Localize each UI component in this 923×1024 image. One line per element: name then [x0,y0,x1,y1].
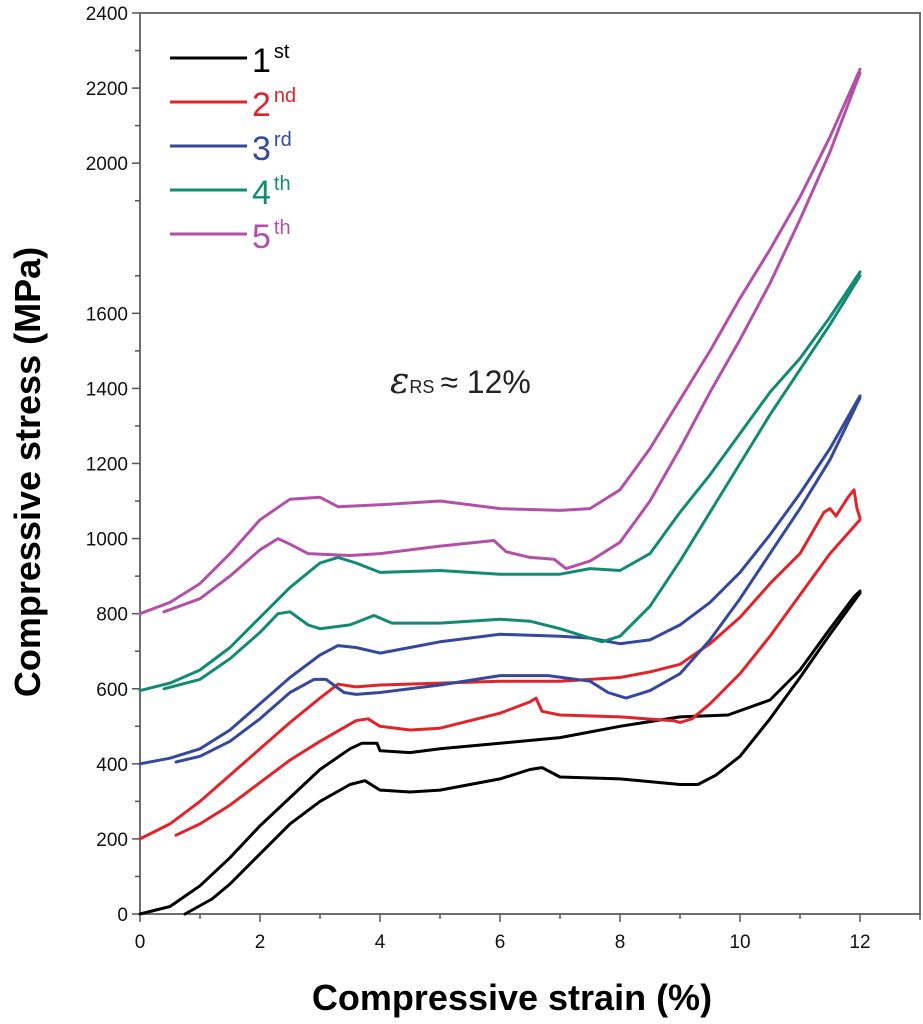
x-tick-label: 0 [135,932,146,953]
legend-suffix: th [274,173,291,195]
annotation-epsilon: ε [390,361,409,402]
legend-suffix: nd [274,85,296,107]
series-1st-curve-lower [183,591,862,916]
series-2nd-curve-lower [174,518,862,837]
legend-suffix: st [274,41,290,63]
series-layer [138,67,862,916]
y-tick-label: 0 [117,905,128,926]
series-3rd-curve-lower [174,396,862,764]
x-tick-label: 2 [255,932,266,953]
legend-number: 2 [252,86,271,124]
series-3rd [138,394,862,766]
x-tick-label: 12 [849,932,870,953]
series-2nd-curve-upper [138,488,862,841]
annotation-value: ≈ 12% [440,364,531,400]
legend-number: 5 [252,218,271,256]
legend-number: 1 [252,42,271,80]
x-axis-ticks: 0 2 4 6 8 10 12 [135,914,921,953]
legend-suffix: rd [274,129,292,151]
series-1st [138,589,862,916]
y-axis-title: Compressive stress (MPa) [7,247,48,697]
legend-number: 4 [252,174,271,212]
x-axis-title: Compressive strain (%) [312,977,712,1018]
annotation-strain-recovery: εRS ≈ 12% [390,361,531,402]
y-tick-label: 800 [96,605,128,626]
x-tick-label: 8 [615,932,626,953]
y-tick-label: 2200 [86,79,128,100]
x-tick-label: 6 [495,932,506,953]
series-3rd-curve-upper [138,394,862,766]
y-tick-label: 1600 [86,304,128,325]
y-tick-label: 1200 [86,455,128,476]
series-4th-curve-lower [162,274,862,691]
series-4th-curve-upper [138,270,862,693]
y-axis-ticks: 0 200 400 600 800 1000 1200 1400 1600 2000 2200 240… [86,4,140,926]
series-2nd [138,488,862,841]
legend-suffix: th [274,217,291,239]
series-4th [138,270,862,693]
series-5th [138,67,862,616]
series-1st-curve-upper [138,589,862,916]
x-tick-label: 4 [375,932,386,953]
y-tick-label: 400 [96,755,128,776]
y-tick-label: 600 [96,680,128,701]
annotation-subscript: RS [409,377,434,397]
series-5th-curve-upper [138,67,862,616]
y-tick-label: 1400 [86,379,128,400]
series-5th-curve-lower [162,71,862,614]
legend-number: 3 [252,130,271,168]
y-tick-label: 1000 [86,530,128,551]
y-tick-label: 2400 [86,4,128,25]
y-tick-label: 2000 [86,154,128,175]
legend: 1 st2 nd3 rd4 th5 th [170,41,296,256]
x-tick-label: 10 [729,932,750,953]
y-tick-label: 200 [96,830,128,851]
